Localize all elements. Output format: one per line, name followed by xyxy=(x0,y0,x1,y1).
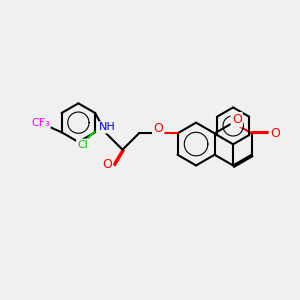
Text: Cl: Cl xyxy=(77,140,88,150)
Text: CF₃: CF₃ xyxy=(31,118,50,128)
Text: O: O xyxy=(270,127,280,140)
Text: O: O xyxy=(153,122,163,134)
Text: NH: NH xyxy=(99,122,116,132)
Text: O: O xyxy=(102,158,112,171)
Text: O: O xyxy=(232,113,242,126)
